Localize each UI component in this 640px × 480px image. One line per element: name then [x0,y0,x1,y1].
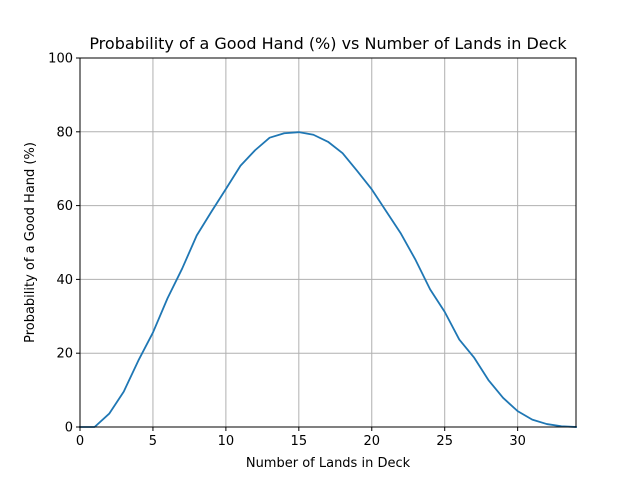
x-tick-label: 10 [218,434,235,449]
x-tick-label: 30 [509,434,526,449]
y-tick-label: 60 [56,199,73,214]
x-axis-label: Number of Lands in Deck [246,456,411,471]
x-tick-label: 5 [149,434,157,449]
x-tick-label: 0 [76,434,84,449]
series-line [79,131,577,428]
x-tick-label: 15 [291,434,308,449]
x-tick-label: 20 [363,434,380,449]
y-axis-ticks: 0 20 40 60 80 100 [48,52,80,436]
y-axis-label: Probability of a Good Hand (%) [23,142,38,343]
y-tick-label: 100 [48,52,73,67]
x-axis-ticks: 0 5 10 15 20 25 30 [76,427,526,449]
y-tick-label: 80 [56,125,73,140]
plot-frame [79,57,577,428]
y-tick-label: 40 [56,273,73,288]
chart-title: Probability of a Good Hand (%) vs Number… [89,34,567,53]
gridlines [79,57,576,428]
x-tick-label: 25 [436,434,453,449]
y-tick-label: 20 [56,347,73,362]
y-tick-label: 0 [65,421,73,436]
